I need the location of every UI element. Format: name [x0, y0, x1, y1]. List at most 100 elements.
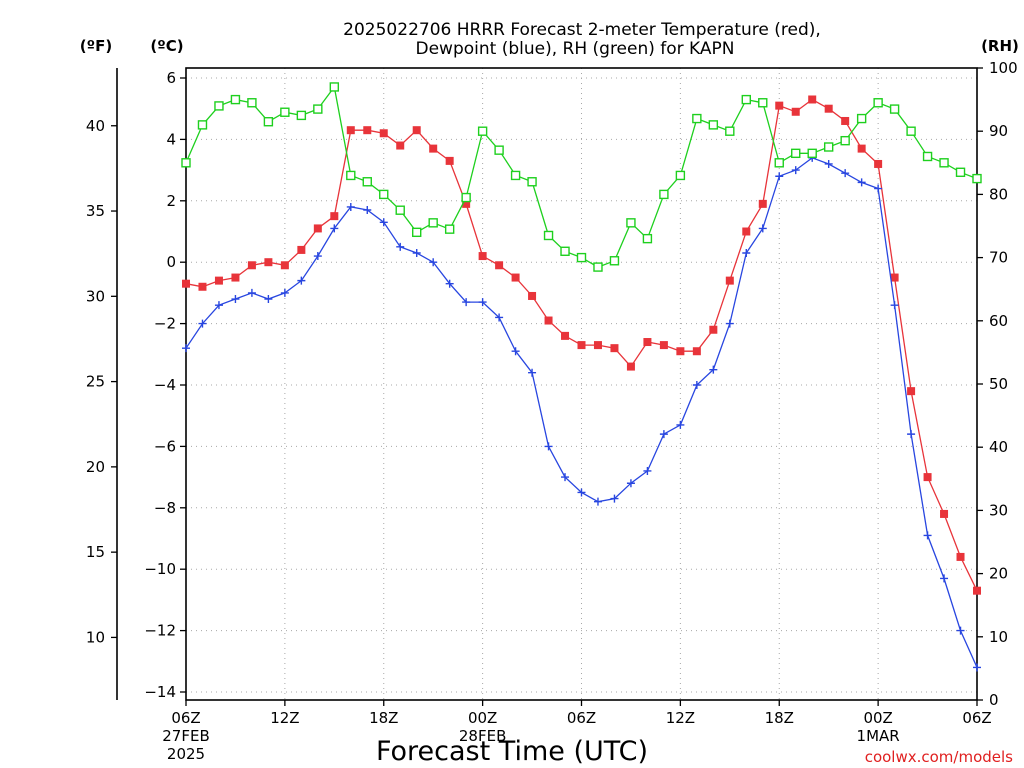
temperature-point	[709, 325, 718, 334]
data-series	[181, 82, 982, 672]
dewpoint-point	[396, 242, 405, 251]
temperature-point	[379, 129, 388, 138]
fahrenheit-unit-label: (ºF)	[80, 37, 112, 55]
temperature-point	[231, 273, 240, 282]
dewpoint-point	[330, 224, 339, 233]
rh-point	[379, 189, 389, 200]
temperature-point	[593, 341, 602, 350]
dewpoint-point	[346, 202, 355, 211]
dewpoint-point	[182, 344, 190, 353]
temperature-point	[874, 159, 883, 168]
dewpoint-point	[923, 531, 932, 540]
dewpoint-point	[874, 184, 883, 193]
temperature-point	[692, 347, 701, 356]
dewpoint-point	[198, 319, 207, 328]
dewpoint-point	[791, 166, 800, 175]
dewpoint-point	[577, 488, 586, 497]
temperature-point	[577, 341, 586, 350]
temperature-point	[396, 141, 405, 150]
dewpoint-point	[363, 206, 372, 215]
rh-point	[477, 126, 488, 136]
rh-point	[263, 117, 274, 127]
temperature-point	[214, 276, 223, 285]
x-year-label: 2025	[167, 745, 205, 763]
rh-point	[576, 252, 587, 263]
rh-point	[296, 110, 307, 121]
x-tick-label: 00Z	[863, 709, 892, 727]
fahrenheit-tick-label: 15	[86, 543, 105, 561]
temperature-point	[412, 126, 421, 135]
rh-point	[906, 126, 916, 136]
rh-point	[395, 205, 405, 215]
dewpoint-point	[626, 479, 635, 488]
rh-tick-label: 100	[989, 59, 1018, 77]
temperature-point	[923, 473, 932, 482]
rh-point	[428, 218, 438, 228]
dewpoint-point	[775, 172, 784, 181]
dewpoint-point	[841, 169, 850, 178]
dewpoint-point	[890, 301, 899, 310]
rh-point	[593, 262, 603, 272]
dewpoint-point	[857, 178, 866, 187]
dewpoint-point	[297, 276, 306, 285]
temperature-point	[280, 261, 289, 270]
dewpoint-point	[643, 466, 652, 475]
temperature-point	[544, 316, 553, 325]
dewpoint-point	[264, 295, 273, 304]
rh-point	[214, 101, 224, 111]
temperature-point	[330, 212, 339, 221]
dewpoint-point	[478, 298, 487, 307]
rh-point	[758, 98, 768, 108]
dewpoint-point	[561, 473, 570, 482]
rh-tick-label: 10	[989, 628, 1008, 646]
rh-point	[856, 113, 867, 124]
rh-point	[329, 82, 340, 92]
x-tick-label: 06Z	[567, 709, 596, 727]
temperature-point	[511, 273, 520, 282]
temperature-point	[758, 199, 767, 208]
rh-point	[346, 170, 356, 181]
fahrenheit-tick-label: 10	[86, 628, 105, 646]
temperature-point	[445, 156, 454, 165]
rh-point	[642, 233, 653, 244]
fahrenheit-tick-label: 40	[86, 117, 105, 135]
temperature-point	[791, 107, 800, 116]
celsius-tick-label: −6	[154, 437, 176, 455]
dewpoint-point	[659, 430, 668, 439]
x-tick-label: 18Z	[369, 709, 398, 727]
dewpoint-point	[907, 430, 916, 439]
x-date-label: 28FEB	[459, 727, 506, 745]
temperature-point	[973, 586, 981, 595]
dewpoint-point	[709, 365, 718, 374]
rh-point	[840, 135, 850, 146]
series-rh-group	[181, 82, 982, 272]
dewpoint-point	[445, 279, 454, 288]
rh-point	[313, 104, 323, 114]
dewpoint-point	[412, 248, 421, 257]
x-tick-label: 00Z	[468, 709, 497, 727]
fahrenheit-tick-label: 35	[86, 202, 105, 220]
temperature-point	[676, 347, 685, 356]
temperature-point	[182, 279, 190, 288]
rh-point	[230, 94, 241, 105]
grid-lines	[186, 68, 977, 700]
x-date-label: 27FEB	[162, 727, 209, 745]
rh-tick-label: 90	[989, 122, 1008, 140]
x-date-label: 1MAR	[857, 727, 900, 745]
dewpoint-point	[462, 298, 471, 307]
rh-point	[791, 148, 801, 159]
dewpoint-point	[379, 218, 388, 227]
dewpoint-point	[758, 224, 767, 233]
temperature-point	[725, 276, 734, 285]
temperature-point	[610, 344, 619, 353]
temperature-point	[742, 227, 751, 236]
rh-point	[626, 218, 636, 228]
dewpoint-point	[725, 319, 734, 328]
dewpoint-point	[824, 159, 833, 168]
celsius-tick-label: 2	[166, 192, 176, 210]
rh-point	[543, 230, 554, 241]
temperature-point	[808, 95, 817, 104]
dewpoint-point	[528, 368, 537, 377]
